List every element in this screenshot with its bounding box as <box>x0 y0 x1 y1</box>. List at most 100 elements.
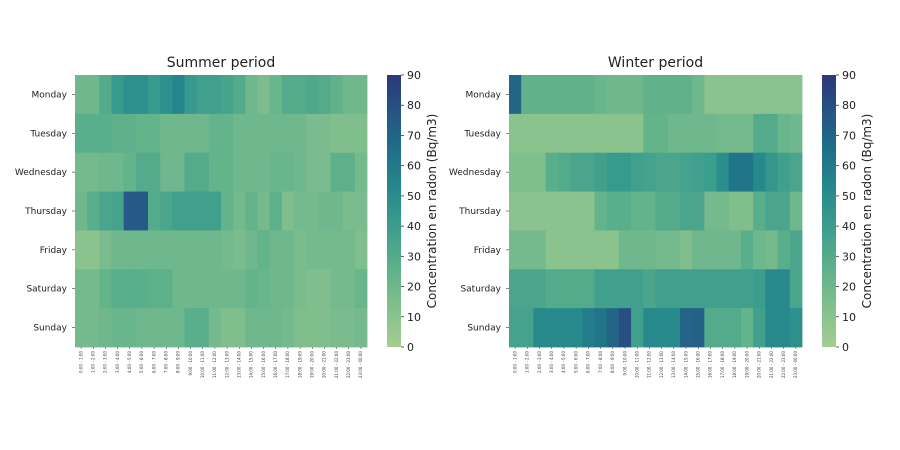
heatmap-cell <box>618 269 632 309</box>
heatmap-cell <box>269 308 283 348</box>
column-tick-label: 19:00 - 20:00 <box>744 351 749 378</box>
heatmap-cell <box>123 191 137 231</box>
heatmap-cell <box>148 191 161 231</box>
heatmap-cell <box>294 191 307 231</box>
heatmap-cell <box>281 75 295 115</box>
heatmap-cell <box>257 191 271 231</box>
heatmap-cell <box>294 230 307 270</box>
heatmap-cell <box>294 308 307 348</box>
column-tick-label: 3:00 - 4:00 <box>549 351 554 373</box>
heatmap-cell <box>753 75 766 115</box>
heatmap-cell <box>582 308 595 348</box>
heatmap-cell <box>655 230 669 270</box>
heatmap-cell <box>582 191 595 231</box>
heatmap-cell <box>148 152 161 192</box>
heatmap-cell <box>99 113 112 154</box>
heatmap-cell <box>716 230 730 270</box>
heatmap-cell <box>318 113 331 154</box>
heatmap-cell <box>269 230 283 270</box>
heatmap-cell <box>184 75 198 115</box>
heatmap-cell <box>87 152 100 192</box>
heatmap-cell <box>740 75 754 115</box>
heatmap-cell <box>765 152 778 192</box>
heatmap-cell <box>245 230 258 270</box>
column-tick-label: 21:00 - 22:00 <box>769 351 774 378</box>
heatmap-cell <box>570 191 583 231</box>
heatmap-cell <box>221 113 234 154</box>
heatmap-cell <box>354 230 368 270</box>
heatmap-cell <box>533 230 547 270</box>
heatmap-cell <box>679 269 693 309</box>
column-tick-label: 16:00 - 17:00 <box>708 351 713 378</box>
colorbar-tick-label: 40 <box>842 220 856 233</box>
heatmap-cell <box>306 75 319 115</box>
column-tick-label: 10:00 - 11:00 <box>634 351 639 378</box>
heatmap-cell <box>294 75 307 115</box>
heatmap-cell <box>570 308 583 348</box>
heatmap-cell <box>196 308 210 348</box>
heatmap-cell <box>704 269 717 309</box>
heatmap-cell <box>342 191 356 231</box>
colorbar-tick-label: 30 <box>407 250 421 263</box>
column-tick-label: 2:00 - 3:00 <box>103 351 108 373</box>
heatmap-cell <box>148 113 161 154</box>
column-tick-label: 14:00 - 15:00 <box>683 351 688 378</box>
heatmap-cell <box>740 152 754 192</box>
row-tick-label: Sunday <box>467 324 501 334</box>
heatmap-cell <box>111 75 125 115</box>
heatmap-cell <box>160 152 173 192</box>
colorbar-tick-label: 90 <box>407 69 421 82</box>
heatmap-cell <box>704 230 717 270</box>
heatmap-cell <box>172 75 185 115</box>
row-tick-label: Saturday <box>460 285 501 295</box>
colorbar-tick-label: 0 <box>407 341 414 354</box>
heatmap-cell <box>679 308 693 348</box>
heatmap-cell <box>87 75 100 115</box>
heatmap-cell <box>330 230 344 270</box>
heatmap-cell <box>135 269 149 309</box>
heatmap-cell <box>533 191 547 231</box>
heatmap-cell <box>87 308 100 348</box>
heatmap-cell <box>777 75 791 115</box>
heatmap-cell <box>631 152 644 192</box>
heatmap-cell <box>160 269 173 309</box>
heatmap-cell <box>196 269 210 309</box>
heatmap-cell <box>245 113 258 154</box>
heatmap-cell <box>281 191 295 231</box>
heatmap-cell <box>679 230 693 270</box>
heatmap-cell <box>135 191 149 231</box>
heatmap-cell <box>643 230 656 270</box>
heatmap-cell <box>631 230 644 270</box>
heatmap-cell <box>99 230 112 270</box>
heatmap-cell <box>606 308 620 348</box>
heatmap-cell <box>75 308 88 348</box>
column-tick-label: 0:00 - 1:00 <box>78 351 83 373</box>
heatmap-cell <box>667 269 681 309</box>
heatmap-cell <box>509 75 522 115</box>
heatmap-cell <box>594 230 608 270</box>
heatmap-cell <box>306 308 319 348</box>
heatmap-cell <box>281 152 295 192</box>
heatmap-cell <box>667 191 681 231</box>
heatmap-cell <box>342 152 356 192</box>
heatmap-cell <box>692 230 705 270</box>
heatmap-cell <box>257 152 271 192</box>
heatmap-cell <box>269 152 283 192</box>
heatmap-cell <box>233 113 246 154</box>
heatmap-cell <box>557 113 571 154</box>
column-tick-label: 15:00 - 16:00 <box>696 351 701 378</box>
heatmap-cell <box>245 191 258 231</box>
heatmap-cell <box>521 75 534 115</box>
colorbar-label: Concentration en radon (Bq/m3) <box>425 114 439 309</box>
column-tick-label: 9:00 - 10:00 <box>622 351 627 376</box>
heatmap-cell <box>342 113 356 154</box>
column-tick-label: 11:00 - 12:00 <box>212 351 217 378</box>
colorbar-tick-label: 80 <box>407 99 421 112</box>
heatmap-cell <box>196 113 210 154</box>
heatmap-cell <box>172 191 185 231</box>
column-tick-label: 13:00 - 14:00 <box>671 351 676 378</box>
heatmap-cell <box>631 75 644 115</box>
heatmap-cell <box>679 152 693 192</box>
heatmap-cell <box>208 113 222 154</box>
row-tick-label: Sunday <box>33 324 67 334</box>
